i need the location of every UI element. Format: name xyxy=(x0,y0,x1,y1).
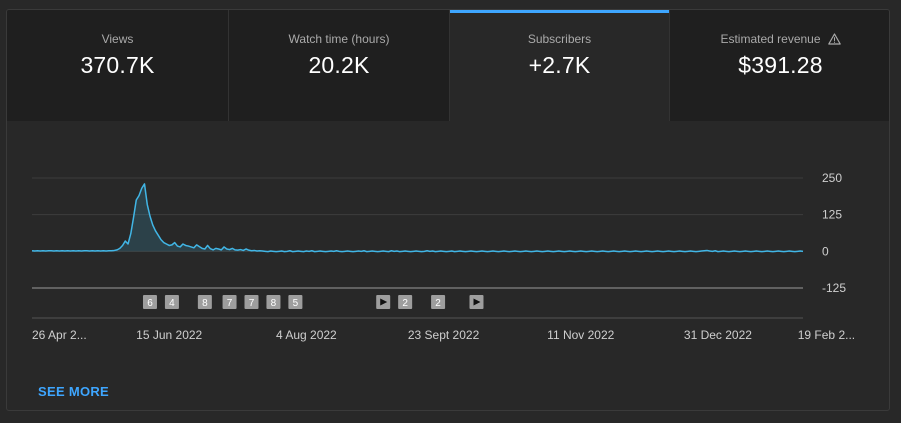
tab-value: 20.2K xyxy=(308,52,370,78)
marker-label: 8 xyxy=(202,298,208,309)
marker-box xyxy=(288,295,303,309)
tab-label-text: Estimated revenue xyxy=(720,32,821,46)
marker-label: 2 xyxy=(402,298,408,309)
x-tick-label: 26 Apr 2... xyxy=(32,328,87,342)
video-marker[interactable]: 8 xyxy=(266,295,281,309)
x-tick-label: 23 Sept 2022 xyxy=(408,328,480,342)
play-icon xyxy=(380,298,388,306)
marker-label: 2 xyxy=(435,298,441,309)
marker-box xyxy=(398,295,413,309)
marker-label: 5 xyxy=(293,298,299,309)
marker-box xyxy=(164,295,179,309)
tab-label-text: Views xyxy=(101,32,134,46)
marker-label: 4 xyxy=(169,298,175,309)
tab-label: Views xyxy=(7,32,228,46)
tab-views[interactable]: Views 370.7K xyxy=(7,10,228,121)
tab-label: Subscribers xyxy=(450,32,669,46)
x-tick-label: 15 Jun 2022 xyxy=(136,328,202,342)
warning-icon[interactable] xyxy=(827,33,841,45)
tab-label-text: Watch time (hours) xyxy=(288,32,390,46)
y-tick-label: 125 xyxy=(822,208,842,222)
see-more-link[interactable]: SEE MORE xyxy=(38,384,110,399)
tab-value: 370.7K xyxy=(80,52,155,78)
x-tick-label: 19 Feb 2... xyxy=(798,328,855,342)
video-marker-play[interactable] xyxy=(376,295,391,309)
tab-subscribers[interactable]: Subscribers +2.7K xyxy=(449,10,669,121)
marker-box xyxy=(431,295,446,309)
tab-label: Watch time (hours) xyxy=(229,32,449,46)
tab-watch-time-hours[interactable]: Watch time (hours) 20.2K xyxy=(228,10,449,121)
video-marker[interactable]: 2 xyxy=(398,295,413,309)
video-marker[interactable]: 8 xyxy=(197,295,212,309)
video-marker-play[interactable] xyxy=(469,295,484,309)
marker-label: 8 xyxy=(271,298,277,309)
video-marker[interactable]: 6 xyxy=(142,295,157,309)
marker-box xyxy=(197,295,212,309)
tab-value: $391.28 xyxy=(738,52,823,78)
metric-tabs: Views 370.7K Watch time (hours) 20.2K Subscr… xyxy=(7,10,889,121)
tab-label-text: Subscribers xyxy=(527,32,592,46)
y-tick-label: 250 xyxy=(822,171,842,185)
subscribers-chart: 250 125 0 -125 26 Apr 2... 15 Jun 2022 4 Aug 2… xyxy=(31,171,855,342)
tab-estimated-revenue[interactable]: Estimated revenue $391.28 xyxy=(669,10,889,121)
video-marker[interactable]: 7 xyxy=(222,295,237,309)
marker-label: 7 xyxy=(227,298,233,309)
y-tick-label: -125 xyxy=(822,281,846,295)
marker-box xyxy=(142,295,157,309)
analytics-card: Views 370.7K Watch time (hours) 20.2K Subscr… xyxy=(6,9,890,411)
x-tick-label: 4 Aug 2022 xyxy=(276,328,337,342)
video-marker[interactable]: 7 xyxy=(244,295,259,309)
x-tick-label: 31 Dec 2022 xyxy=(684,328,752,342)
series-area xyxy=(32,183,803,252)
marker-label: 6 xyxy=(147,298,153,309)
video-marker[interactable]: 5 xyxy=(288,295,303,309)
marker-label: 7 xyxy=(249,298,255,309)
marker-box xyxy=(266,295,281,309)
video-marker[interactable]: 4 xyxy=(164,295,179,309)
marker-box xyxy=(244,295,259,309)
video-marker[interactable]: 2 xyxy=(431,295,446,309)
tab-value: +2.7K xyxy=(528,52,591,78)
tab-label: Estimated revenue xyxy=(670,32,889,46)
series-line xyxy=(31,183,804,253)
x-tick-label: 11 Nov 2022 xyxy=(547,328,614,342)
marker-box xyxy=(222,295,237,309)
play-icon xyxy=(473,298,481,306)
y-tick-label: 0 xyxy=(822,244,829,258)
